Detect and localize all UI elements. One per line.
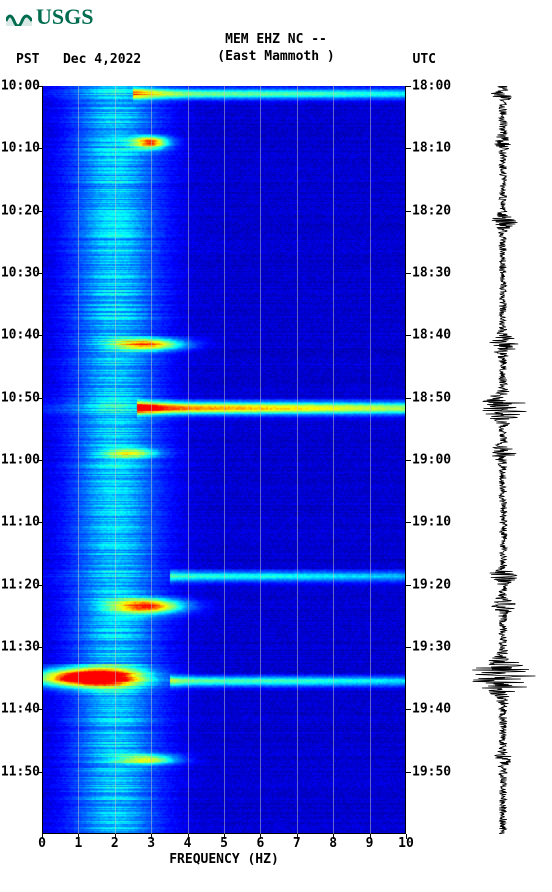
y-tick-left-label: 11:00	[1, 453, 42, 468]
gridline	[151, 86, 152, 834]
y-tick-left-label: 11:10	[1, 515, 42, 530]
y-tick-mark	[406, 211, 411, 212]
x-tick-label: 7	[293, 836, 301, 851]
seismogram-path	[472, 86, 535, 834]
tz-right-label: UTC	[413, 52, 436, 67]
date-label: Dec 4,2022	[63, 52, 141, 67]
gridline	[297, 86, 298, 834]
x-axis-label: FREQUENCY (HZ)	[169, 852, 279, 867]
x-tick-label: 8	[329, 836, 337, 851]
gridline	[260, 86, 261, 834]
y-tick-left-label: 11:30	[1, 640, 42, 655]
x-tick-label: 9	[366, 836, 374, 851]
y-tick-mark	[406, 522, 411, 523]
gridline	[370, 86, 371, 834]
y-tick-right-label: 18:10	[406, 141, 451, 156]
y-tick-left-label: 11:50	[1, 764, 42, 779]
y-tick-left-label: 10:30	[1, 266, 42, 281]
y-tick-mark	[37, 772, 42, 773]
y-tick-mark	[406, 772, 411, 773]
y-tick-mark	[406, 585, 411, 586]
y-tick-mark	[406, 335, 411, 336]
x-tick-label: 1	[74, 836, 82, 851]
y-tick-right-label: 18:40	[406, 328, 451, 343]
x-tick-label: 0	[38, 836, 46, 851]
y-tick-left-label: 11:40	[1, 702, 42, 717]
tz-left: PST Dec 4,2022	[16, 52, 141, 67]
y-tick-left-label: 11:20	[1, 577, 42, 592]
usgs-logo: USGS	[6, 4, 93, 30]
y-tick-mark	[406, 273, 411, 274]
y-tick-mark	[37, 460, 42, 461]
y-tick-mark	[406, 460, 411, 461]
y-tick-left-label: 10:50	[1, 390, 42, 405]
y-tick-mark	[37, 273, 42, 274]
y-tick-mark	[37, 585, 42, 586]
y-tick-mark	[37, 335, 42, 336]
station-code: MEM EHZ NC --	[0, 32, 552, 49]
y-tick-mark	[37, 398, 42, 399]
y-tick-mark	[406, 148, 411, 149]
y-tick-left-label: 10:40	[1, 328, 42, 343]
gridline	[188, 86, 189, 834]
y-tick-right-label: 19:00	[406, 453, 451, 468]
y-tick-mark	[37, 86, 42, 87]
x-tick-label: 4	[184, 836, 192, 851]
usgs-wave-icon	[6, 8, 32, 26]
y-tick-mark	[37, 522, 42, 523]
y-tick-mark	[37, 211, 42, 212]
y-tick-left-label: 10:00	[1, 79, 42, 94]
y-tick-mark	[406, 398, 411, 399]
gridline	[78, 86, 79, 834]
y-tick-right-label: 18:00	[406, 79, 451, 94]
y-tick-left-label: 10:20	[1, 203, 42, 218]
usgs-logo-text: USGS	[36, 4, 93, 30]
x-tick-label: 2	[111, 836, 119, 851]
x-tick-label: 10	[398, 836, 414, 851]
y-tick-mark	[406, 647, 411, 648]
x-tick-label: 3	[147, 836, 155, 851]
y-tick-mark	[37, 647, 42, 648]
y-tick-mark	[37, 148, 42, 149]
y-tick-right-label: 19:30	[406, 640, 451, 655]
gridline	[224, 86, 225, 834]
y-tick-right-label: 19:40	[406, 702, 451, 717]
spectrogram-plot: FREQUENCY (HZ) 01234567891010:0010:1010:…	[42, 86, 406, 834]
y-tick-right-label: 18:20	[406, 203, 451, 218]
y-tick-mark	[37, 709, 42, 710]
tz-left-label: PST	[16, 52, 39, 67]
y-tick-right-label: 19:50	[406, 764, 451, 779]
gridline	[333, 86, 334, 834]
gridline	[115, 86, 116, 834]
y-tick-mark	[406, 709, 411, 710]
seismogram-trace	[468, 86, 538, 834]
y-tick-right-label: 19:10	[406, 515, 451, 530]
y-tick-right-label: 19:20	[406, 577, 451, 592]
x-tick-label: 5	[220, 836, 228, 851]
y-tick-right-label: 18:30	[406, 266, 451, 281]
y-tick-right-label: 18:50	[406, 390, 451, 405]
y-tick-mark	[406, 86, 411, 87]
y-tick-left-label: 10:10	[1, 141, 42, 156]
x-tick-label: 6	[256, 836, 264, 851]
